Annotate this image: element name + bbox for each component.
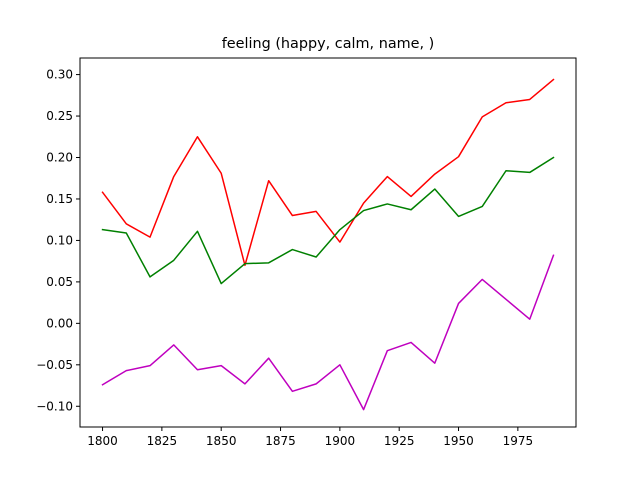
y-tick-label: 0.10 — [46, 233, 73, 247]
x-tick-label: 1950 — [443, 434, 474, 448]
x-tick-label: 1975 — [503, 434, 534, 448]
x-tick-label: 1925 — [384, 434, 415, 448]
y-tick-label: −0.10 — [36, 399, 73, 413]
series-line-2 — [101, 156, 555, 285]
chart-title: feeling (happy, calm, name, ) — [222, 36, 435, 52]
series-layer — [101, 78, 555, 411]
y-axis: −0.10 −0.05 0.00 0.05 0.10 0.15 0.20 0.25 0.30 — [36, 68, 80, 413]
y-tick-label: 0.00 — [46, 316, 73, 330]
y-tick-label: 0.20 — [46, 151, 73, 165]
y-tick-label: 0.15 — [46, 192, 73, 206]
y-tick-label: 0.05 — [46, 275, 73, 289]
x-tick-label: 1875 — [265, 434, 296, 448]
x-axis: 1800 1825 1850 1875 1900 1925 1950 1975 — [87, 427, 533, 448]
x-tick-label: 1900 — [325, 434, 356, 448]
y-tick-label: 0.30 — [46, 68, 73, 82]
x-tick-label: 1850 — [206, 434, 237, 448]
y-tick-label: 0.25 — [46, 109, 73, 123]
series-line-3 — [101, 254, 555, 411]
x-tick-label: 1800 — [87, 434, 118, 448]
series-line-1 — [101, 78, 555, 267]
x-tick-label: 1825 — [147, 434, 178, 448]
y-tick-label: −0.05 — [36, 358, 73, 372]
plot-frame — [79, 57, 577, 428]
